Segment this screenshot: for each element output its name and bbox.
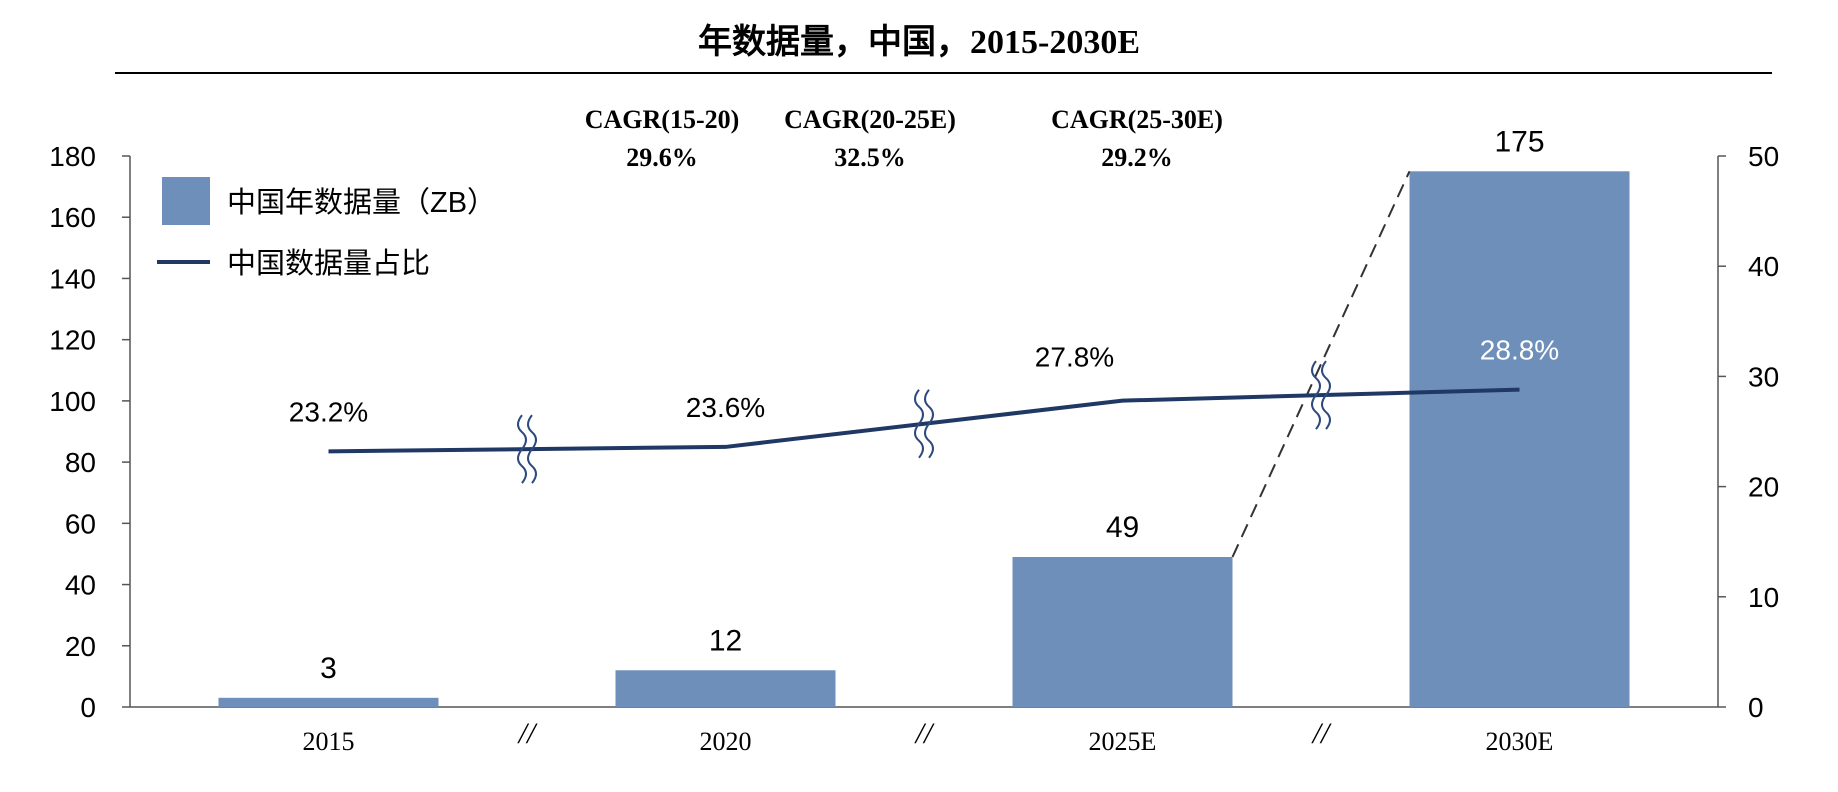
line-series — [328, 387, 1520, 454]
line-break-mark — [1311, 360, 1331, 430]
line-break-mark — [914, 389, 934, 459]
connector-lines — [1231, 170, 1411, 558]
x-axis-break-mark: // — [1311, 717, 1332, 750]
cagr-annotations: CAGR(15-20) 29.6% CAGR(20-25E) 32.5% CAGR(25… — [585, 105, 1223, 172]
line-break-mark — [517, 414, 537, 484]
chart-title: 年数据量，中国，2015-2030E — [698, 24, 1140, 61]
right-tick-label: 50 — [1748, 141, 1779, 172]
bar-value-label: 12 — [709, 624, 742, 657]
left-tick-label: 160 — [49, 202, 96, 233]
line-value-label: 23.6% — [686, 392, 765, 423]
left-tick-label: 180 — [49, 141, 96, 172]
line-value-label: 27.8% — [1035, 342, 1114, 373]
growth-connector-line — [1231, 170, 1411, 558]
left-tick-label: 120 — [49, 325, 96, 356]
bar — [1012, 557, 1233, 707]
left-tick-label: 140 — [49, 263, 96, 294]
left-tick-label: 40 — [65, 570, 96, 601]
x-tick-label: 2025E — [1089, 727, 1157, 756]
cagr-value: 32.5% — [834, 143, 906, 172]
cagr-label: CAGR(15-20) — [585, 105, 740, 134]
left-tick-label: 100 — [49, 386, 96, 417]
line-value-label: 23.2% — [289, 396, 368, 427]
left-tick-label: 60 — [65, 508, 96, 539]
bar — [218, 697, 439, 707]
left-tick-label: 0 — [80, 692, 96, 723]
right-tick-label: 30 — [1748, 361, 1779, 392]
bar-value-label: 3 — [320, 652, 337, 685]
bar-value-label: 175 — [1494, 125, 1544, 158]
legend-swatch-bar — [162, 177, 210, 225]
cagr-value: 29.2% — [1101, 143, 1173, 172]
x-axis-break-mark: // — [914, 717, 935, 750]
legend-label-line: 中国数据量占比 — [227, 247, 430, 280]
x-axis-break-mark: // — [517, 717, 538, 750]
bar-value-label: 49 — [1106, 511, 1139, 544]
legend: 中国年数据量（ZB） 中国数据量占比 — [157, 177, 496, 280]
bar — [1409, 171, 1630, 708]
left-tick-label: 80 — [65, 447, 96, 478]
line-value-label: 28.8% — [1480, 335, 1559, 366]
x-tick-label: 2030E — [1486, 727, 1554, 756]
x-tick-label: 2015 — [303, 727, 355, 756]
axes: 0 20 40 60 80 100 120 140 160 180 0 10 20 30 40 50 2015 2… — [49, 141, 1779, 756]
data-labels: 3 12 49 175 23.2% 23.6% 27.8% 28.8% — [289, 125, 1559, 685]
share-line — [328, 387, 1520, 454]
right-tick-label: 0 — [1748, 692, 1764, 723]
left-tick-label: 20 — [65, 631, 96, 662]
bars — [218, 171, 1630, 708]
right-tick-label: 20 — [1748, 472, 1779, 503]
right-tick-label: 10 — [1748, 582, 1779, 613]
x-tick-label: 2020 — [700, 727, 752, 756]
right-tick-label: 40 — [1748, 251, 1779, 282]
axis-breaks: // // // — [517, 360, 1332, 750]
cagr-label: CAGR(25-30E) — [1051, 105, 1223, 134]
cagr-label: CAGR(20-25E) — [784, 105, 956, 134]
bar — [615, 670, 836, 707]
cagr-value: 29.6% — [626, 143, 698, 172]
legend-label-bar: 中国年数据量（ZB） — [227, 186, 496, 219]
